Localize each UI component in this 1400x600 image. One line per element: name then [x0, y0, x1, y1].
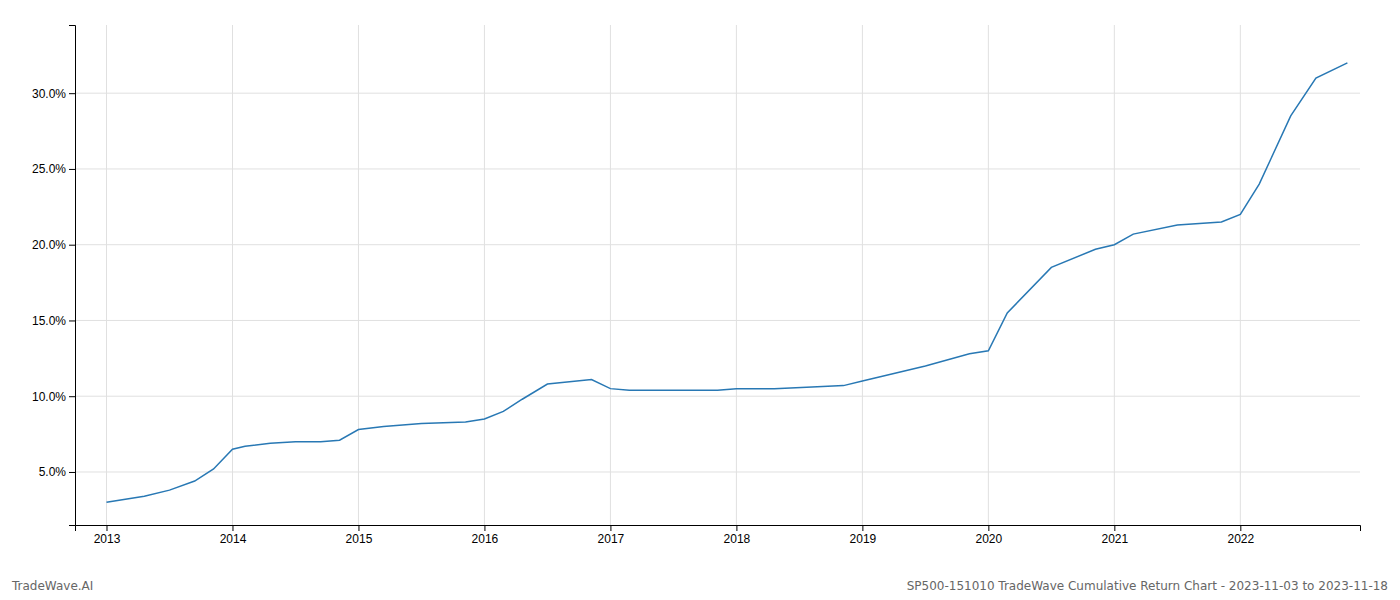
tick-label: 2017 [598, 532, 625, 546]
tick-mark [69, 320, 75, 321]
axis-line [69, 26, 76, 526]
tick-mark [988, 525, 989, 531]
tick-mark [69, 472, 75, 473]
tick-label: 2020 [976, 532, 1003, 546]
tick: 2014 [220, 525, 247, 546]
tick-mark [1240, 525, 1241, 531]
tick: 25.0% [32, 162, 75, 176]
tick-mark [862, 525, 863, 531]
tick: 2017 [598, 525, 625, 546]
tick-label: 2015 [346, 532, 373, 546]
grid-line-x [1114, 25, 1115, 525]
tick: 5.0% [39, 465, 75, 479]
axis-line [76, 526, 1361, 532]
tick: 2020 [976, 525, 1003, 546]
grid-line-y [75, 93, 1360, 94]
grid-line-x [1240, 25, 1241, 525]
tick: 2022 [1227, 525, 1254, 546]
plot: 2013 2014 2015 2016 2017 2018 2019 2020 2021 2022… [32, 25, 1361, 546]
tick-mark [106, 525, 107, 531]
grid-line-y [75, 396, 1360, 397]
grid-line-y [75, 320, 1360, 321]
tick-label: 2021 [1101, 532, 1128, 546]
tick: 2013 [94, 525, 121, 546]
grid-line-y [75, 168, 1360, 169]
tick-label: 2018 [724, 532, 751, 546]
tick: 2021 [1101, 525, 1128, 546]
footer-left: TradeWave.AI [11, 579, 93, 593]
tick-label: 2014 [220, 532, 247, 546]
grid-line-x [484, 25, 485, 525]
tick-label: 5.0% [39, 465, 67, 479]
tick-label: 2022 [1227, 532, 1254, 546]
tick: 2019 [850, 525, 877, 546]
grid-line-x [862, 25, 863, 525]
tick-mark [69, 396, 75, 397]
grid-line-x [736, 25, 737, 525]
tick: 2015 [346, 525, 373, 546]
tick-mark [484, 525, 485, 531]
tick-label: 2016 [472, 532, 499, 546]
marks [106, 63, 1347, 502]
y-axis: 5.0% 10.0% 15.0% 20.0% 25.0% 30.0% [32, 26, 76, 526]
footer-right: SP500-151010 TradeWave Cumulative Return… [907, 579, 1388, 593]
tick: 10.0% [32, 390, 75, 404]
tick-mark [69, 245, 75, 246]
tick-mark [1114, 525, 1115, 531]
tick-mark [610, 525, 611, 531]
tick-label: 30.0% [32, 87, 66, 101]
x-axis: 2013 2014 2015 2016 2017 2018 2019 2020 2021 2022 [76, 525, 1361, 546]
tick-mark [69, 169, 75, 170]
tick-label: 10.0% [32, 390, 66, 404]
tick-label: 2019 [850, 532, 877, 546]
tick-mark [358, 525, 359, 531]
grid-line-x [106, 25, 107, 525]
tick: 30.0% [32, 87, 75, 101]
tick: 2016 [472, 525, 499, 546]
tick-label: 20.0% [32, 238, 66, 252]
tick-mark [69, 93, 75, 94]
grid-line-x [988, 25, 989, 525]
line [106, 63, 1347, 502]
grid-line-y [75, 471, 1360, 472]
tick: 2018 [724, 525, 751, 546]
grid-line-x [358, 25, 359, 525]
tick-mark [736, 525, 737, 531]
tick-label: 15.0% [32, 314, 66, 328]
tick-mark [232, 525, 233, 531]
grid [75, 25, 1360, 525]
chart: 2013 2014 2015 2016 2017 2018 2019 2020 2021 2022… [0, 0, 1400, 600]
tick: 20.0% [32, 238, 75, 252]
grid-line-x [610, 25, 611, 525]
grid-line-y [75, 244, 1360, 245]
tick-label: 25.0% [32, 162, 66, 176]
tick-label: 2013 [94, 532, 121, 546]
tick: 15.0% [32, 314, 75, 328]
